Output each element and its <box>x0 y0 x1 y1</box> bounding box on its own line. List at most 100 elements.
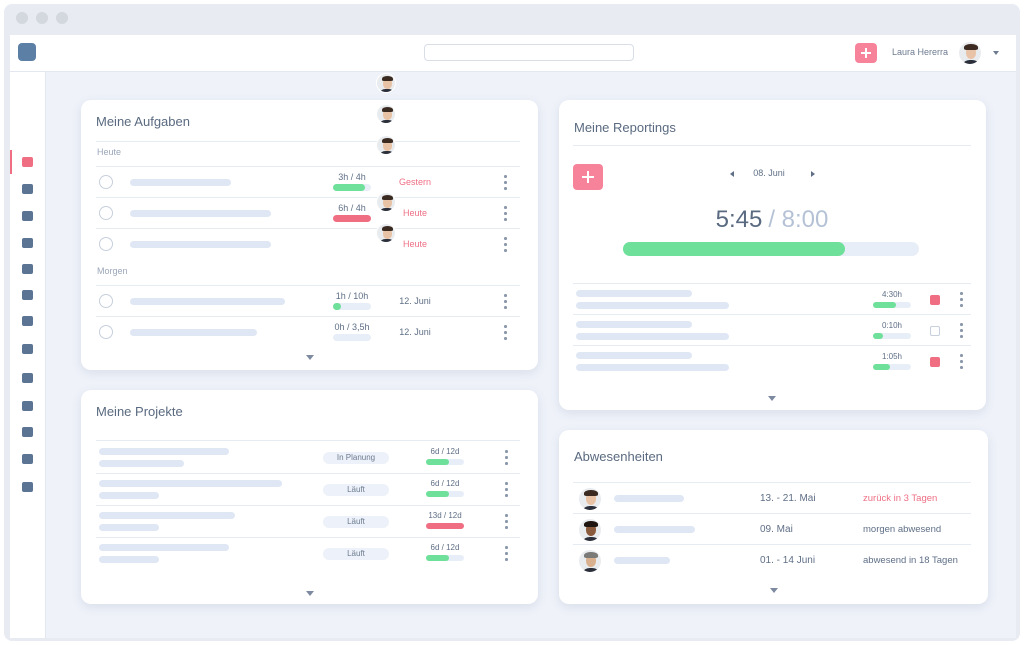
sidebar-icon[interactable] <box>22 344 33 354</box>
text: 6d / 12d <box>430 543 460 552</box>
card-title: Meine Projekte <box>96 404 183 419</box>
sidebar-icon[interactable] <box>22 427 33 437</box>
sidebar <box>10 72 46 638</box>
placeholder <box>130 241 271 248</box>
more-menu[interactable] <box>958 354 964 370</box>
text: 08. Juni <box>753 168 785 178</box>
dot <box>960 292 963 295</box>
more-menu[interactable] <box>502 206 508 222</box>
placeholder <box>576 352 692 359</box>
avatar <box>578 518 602 542</box>
search-box[interactable] <box>424 44 634 61</box>
progress-bar <box>873 333 883 339</box>
sidebar-icon[interactable] <box>22 401 33 411</box>
more-menu[interactable] <box>503 546 509 562</box>
progress-track <box>333 303 371 310</box>
more-menu[interactable] <box>958 323 964 339</box>
dot <box>505 482 508 485</box>
dot <box>505 488 508 491</box>
more-menu[interactable] <box>503 514 509 530</box>
placeholder <box>614 495 684 502</box>
divider <box>96 473 520 474</box>
more-menu[interactable] <box>502 175 508 191</box>
avatar-body <box>380 151 394 154</box>
dot <box>504 181 507 184</box>
checkbox[interactable] <box>99 175 113 189</box>
expand-arrow[interactable] <box>306 591 314 600</box>
divider <box>96 316 520 317</box>
expand-arrow[interactable] <box>768 396 776 405</box>
avatar-face <box>382 196 392 208</box>
more-menu[interactable] <box>502 325 508 341</box>
divider <box>573 283 971 284</box>
dot <box>960 335 963 338</box>
more-menu[interactable] <box>502 294 508 310</box>
dot <box>505 526 508 529</box>
avatar-hair <box>964 43 978 51</box>
status-pill: Läuft <box>323 516 389 528</box>
avatar-hair <box>381 106 393 112</box>
progress-track <box>623 242 919 256</box>
dot <box>505 494 508 497</box>
divider <box>573 482 971 483</box>
checkbox[interactable] <box>930 326 940 336</box>
expand-arrow[interactable] <box>770 588 778 597</box>
progress-bar <box>333 215 371 222</box>
more-menu[interactable] <box>958 292 964 308</box>
sidebar-icon[interactable] <box>22 184 33 194</box>
status-pill: In Planung <box>323 452 389 464</box>
avatar-hair <box>584 520 598 528</box>
placeholder <box>99 448 229 455</box>
more-menu[interactable] <box>503 450 509 466</box>
sidebar-icon[interactable] <box>22 454 33 464</box>
sidebar-icon[interactable] <box>22 238 33 248</box>
avatar <box>578 549 602 573</box>
checkbox[interactable] <box>99 325 113 339</box>
sidebar-icon[interactable] <box>22 211 33 221</box>
add-icon <box>582 176 594 178</box>
prev-day[interactable] <box>727 171 734 177</box>
text: 1:05h <box>881 352 903 361</box>
dot <box>504 243 507 246</box>
avatar-body <box>582 537 600 541</box>
dot <box>505 552 508 555</box>
sidebar-icon[interactable] <box>22 157 33 167</box>
absence-status: zurück in 3 Tagen <box>863 493 938 504</box>
sidebar-icon[interactable] <box>22 264 33 274</box>
avatar-face <box>585 554 597 568</box>
add-icon <box>861 52 871 54</box>
dot <box>505 514 508 517</box>
placeholder <box>99 544 229 551</box>
expand-arrow[interactable] <box>306 355 314 364</box>
divider <box>96 440 520 441</box>
placeholder <box>576 290 692 297</box>
placeholder <box>99 480 282 487</box>
sidebar-icon[interactable] <box>22 290 33 300</box>
divider <box>573 314 971 315</box>
checkbox[interactable] <box>930 357 940 367</box>
group-label: Morgen <box>97 266 128 276</box>
text: 0h / 3,5h <box>334 322 370 332</box>
checkbox[interactable] <box>99 294 113 308</box>
status-pill: Läuft <box>323 484 389 496</box>
placeholder <box>614 557 670 564</box>
card-title: Abwesenheiten <box>574 449 663 464</box>
sidebar-icon[interactable] <box>22 316 33 326</box>
checkbox[interactable] <box>99 237 113 251</box>
avatar-body <box>380 89 394 92</box>
sidebar-icon[interactable] <box>22 373 33 383</box>
avatar-face <box>382 227 392 239</box>
checkbox[interactable] <box>99 206 113 220</box>
dot <box>504 187 507 190</box>
placeholder <box>614 526 695 533</box>
divider <box>96 166 520 167</box>
sidebar-icon[interactable] <box>22 482 33 492</box>
more-menu[interactable] <box>503 482 509 498</box>
next-day[interactable] <box>811 171 818 177</box>
absence-dates: 13. - 21. Mai <box>760 493 816 504</box>
more-menu[interactable] <box>502 237 508 253</box>
placeholder <box>576 302 729 309</box>
checkbox[interactable] <box>930 295 940 305</box>
text: 0:10h <box>881 321 903 330</box>
dot <box>960 323 963 326</box>
